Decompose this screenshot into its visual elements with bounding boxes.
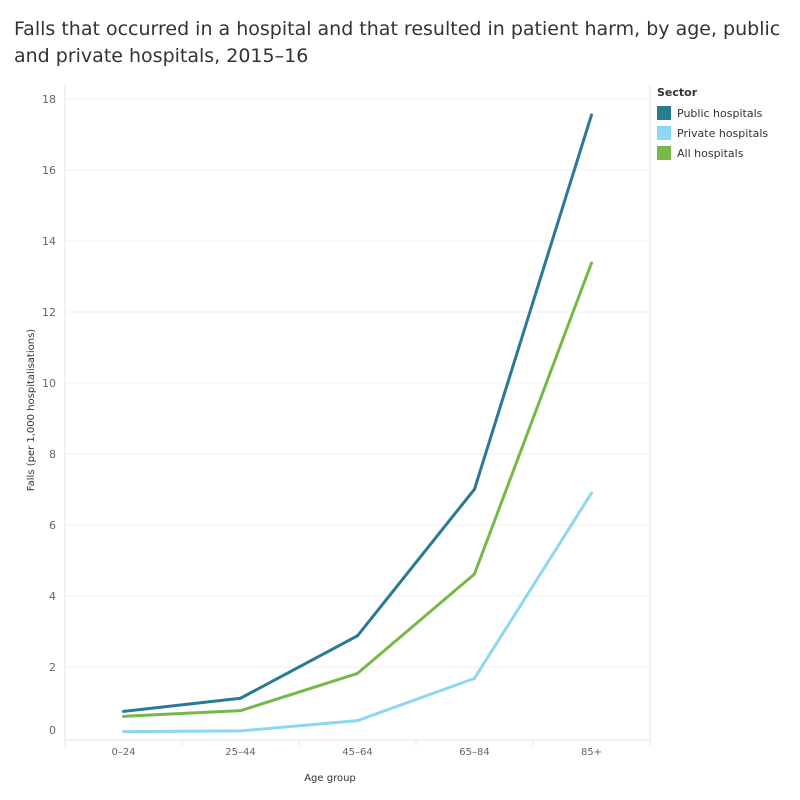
y-tick-label: 14	[42, 235, 56, 248]
data-point	[122, 709, 125, 713]
data-point	[239, 729, 242, 733]
y-tick-label: 6	[49, 519, 56, 532]
legend-title: Sector	[657, 86, 698, 99]
x-tick-label: 85+	[581, 747, 602, 758]
data-point	[356, 671, 359, 675]
legend-swatch	[657, 106, 671, 120]
y-tick-label: 2	[49, 661, 56, 674]
data-point	[473, 676, 476, 680]
data-point	[122, 730, 125, 734]
series-line-private-hospitals	[123, 492, 593, 734]
y-tick-label: 18	[42, 93, 56, 106]
x-axis-title: Age group	[304, 773, 356, 784]
data-point	[239, 696, 242, 700]
y-tick-label: 8	[49, 448, 56, 461]
series-line-public-hospitals	[123, 114, 593, 713]
series-line-all-hospitals	[123, 262, 593, 718]
legend-item-all[interactable]: All hospitals	[657, 143, 768, 163]
data-point	[356, 719, 359, 723]
data-point	[590, 491, 593, 495]
legend-swatch	[657, 126, 671, 140]
data-point	[239, 709, 242, 713]
y-tick-label: 12	[42, 306, 56, 319]
legend-item-public[interactable]: Public hospitals	[657, 103, 768, 123]
y-tick-label: 16	[42, 164, 56, 177]
y-tick-label: 0	[49, 724, 56, 737]
legend-item-private[interactable]: Private hospitals	[657, 123, 768, 143]
legend: Sector Public hospitals Private hospital…	[657, 86, 768, 163]
data-point	[590, 113, 593, 117]
data-point	[122, 714, 125, 718]
data-point	[473, 572, 476, 576]
data-point	[356, 634, 359, 638]
x-tick-label: 65–84	[459, 747, 489, 758]
x-tick-label: 45–64	[342, 747, 372, 758]
data-point	[473, 487, 476, 491]
legend-swatch	[657, 146, 671, 160]
data-point	[590, 261, 593, 265]
y-tick-label: 4	[49, 590, 56, 603]
y-tick-label: 10	[42, 377, 56, 390]
x-tick-label: 25–44	[225, 747, 255, 758]
chart-title: Falls that occurred in a hospital and th…	[14, 18, 781, 67]
x-tick-label: 0–24	[111, 747, 135, 758]
y-axis-title: Falls (per 1,000 hospitalisations)	[26, 329, 37, 492]
